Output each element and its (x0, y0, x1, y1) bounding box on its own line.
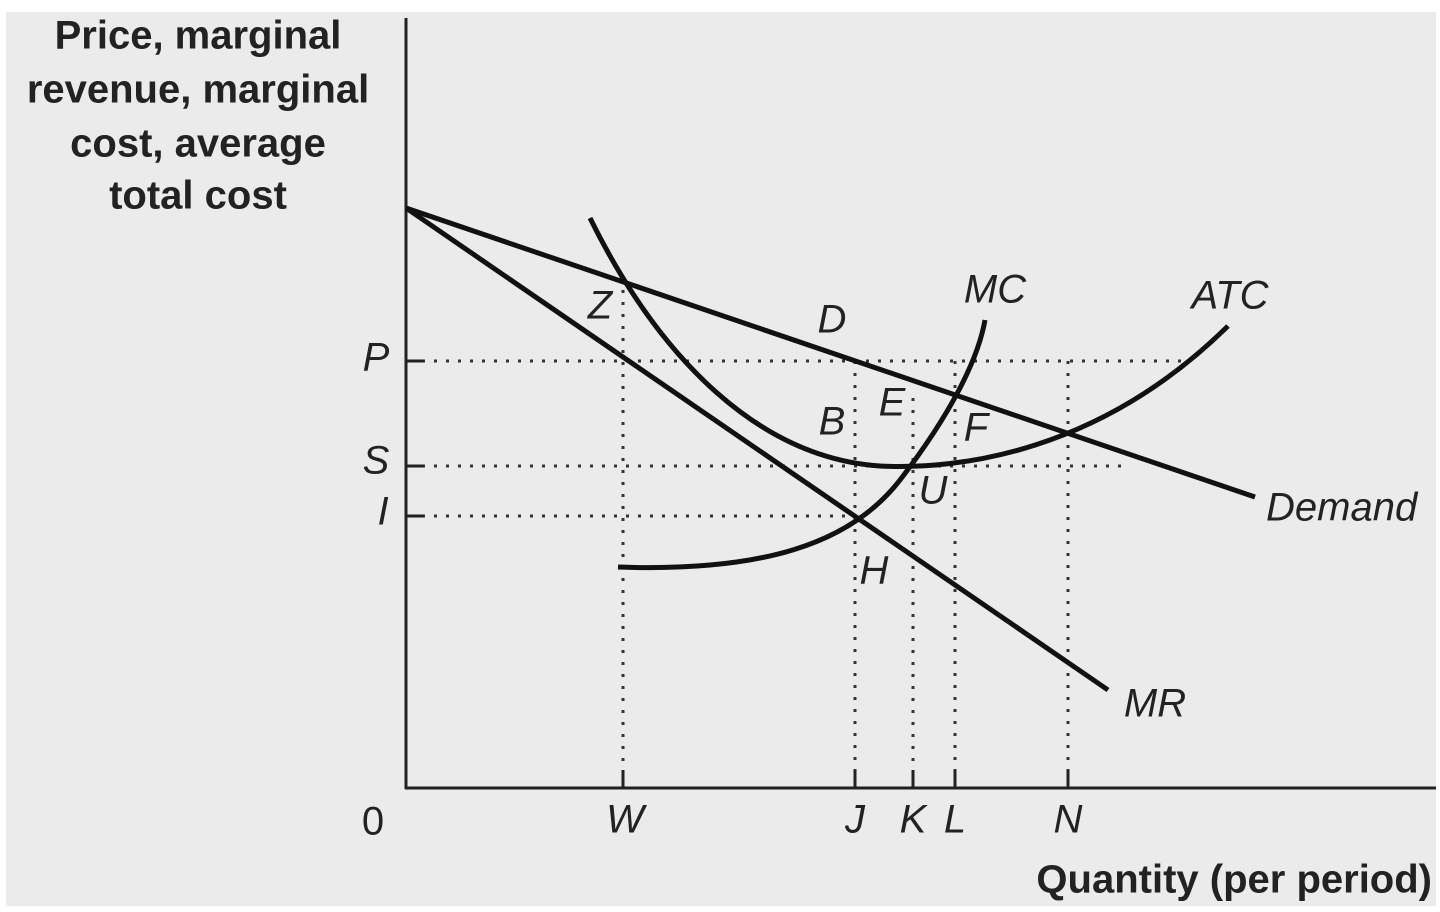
x-tick-label: J (844, 798, 866, 842)
mc-curve (617, 319, 988, 571)
x-title: Quantity (per period) (1036, 858, 1432, 902)
background (6, 12, 1436, 906)
curve-label: MR (1124, 682, 1186, 726)
mr-curve (404, 205, 1110, 693)
point-label: Z (587, 284, 614, 328)
point-label: F (964, 406, 991, 450)
y-title: Price, marginal (55, 14, 342, 58)
curve-label: Demand (1266, 486, 1419, 530)
y-title: total cost (109, 174, 287, 218)
axes (404, 18, 1436, 790)
atc-curve (587, 216, 1230, 469)
point-label: D (818, 298, 847, 342)
x-tick-label: K (900, 798, 929, 842)
origin-label: 0 (362, 800, 384, 844)
curve-label: ATC (1189, 274, 1269, 318)
point-label: B (819, 400, 846, 444)
y-tick-label: I (377, 490, 388, 534)
x-tick-label: W (606, 798, 647, 842)
y-tick-label: S (363, 439, 390, 483)
x-tick-label: L (944, 798, 966, 842)
point-label: U (919, 469, 949, 513)
x-tick-label: N (1054, 798, 1083, 842)
point-label: H (860, 549, 889, 593)
curve-label: MC (964, 268, 1027, 312)
y-title: revenue, marginal (27, 68, 369, 112)
guides (410, 290, 1190, 788)
demand-curve (405, 205, 1256, 500)
y-tick-label: P (363, 336, 390, 380)
point-label: E (879, 381, 907, 425)
y-title: cost, average (70, 122, 326, 166)
